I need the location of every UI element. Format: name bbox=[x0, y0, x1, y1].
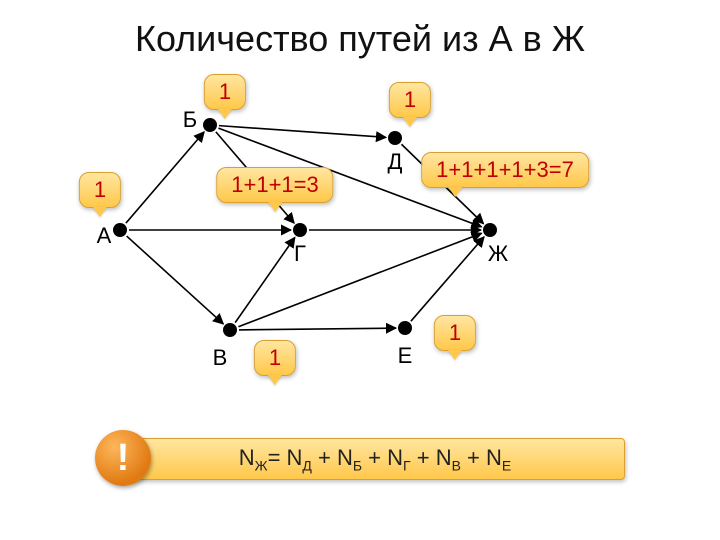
node-label-D: Д bbox=[388, 149, 403, 175]
exclamation-icon: ! bbox=[95, 430, 151, 486]
node-label-E: Е bbox=[398, 343, 413, 369]
bubble-G: 1+1+1=3 bbox=[216, 167, 333, 203]
graph-edges bbox=[60, 70, 620, 390]
node-G bbox=[293, 223, 307, 237]
node-label-Zh: Ж bbox=[488, 241, 508, 267]
formula-bar: NЖ= NД + NБ + NГ + NВ + NЕ bbox=[125, 438, 625, 480]
node-label-G: Г bbox=[294, 241, 306, 267]
node-V bbox=[223, 323, 237, 337]
edge-A-V bbox=[127, 236, 224, 324]
edge-V-G bbox=[235, 237, 295, 322]
edge-E-Zh bbox=[411, 237, 484, 321]
bubble-A: 1 bbox=[79, 172, 121, 208]
node-B bbox=[203, 118, 217, 132]
formula-block: NЖ= NД + NБ + NГ + NВ + NЕ ! bbox=[95, 430, 625, 486]
formula-text: NЖ= NД + NБ + NГ + NВ + NЕ bbox=[239, 445, 512, 473]
node-E bbox=[398, 321, 412, 335]
node-Zh bbox=[483, 223, 497, 237]
bubble-B: 1 bbox=[204, 74, 246, 110]
node-label-V: В bbox=[213, 345, 228, 371]
bubble-V: 1 bbox=[254, 340, 296, 376]
node-A bbox=[113, 223, 127, 237]
node-label-B: Б bbox=[183, 107, 197, 133]
edge-B-D bbox=[219, 126, 386, 138]
graph-diagram: А Б В Г Д Е Ж 1 1 1 1+1+1=3 1+1+1+1+3=7 1 1 bbox=[60, 70, 620, 390]
bubble-Zh: 1+1+1+1+3=7 bbox=[421, 152, 589, 188]
bubble-E: 1 bbox=[434, 315, 476, 351]
edge-V-E bbox=[239, 328, 396, 330]
page-title: Количество путей из А в Ж bbox=[0, 18, 720, 60]
node-label-A: А bbox=[97, 223, 112, 249]
bubble-D: 1 bbox=[389, 82, 431, 118]
edge-V-Zh bbox=[238, 233, 481, 327]
node-D bbox=[388, 131, 402, 145]
edge-A-B bbox=[126, 132, 204, 223]
